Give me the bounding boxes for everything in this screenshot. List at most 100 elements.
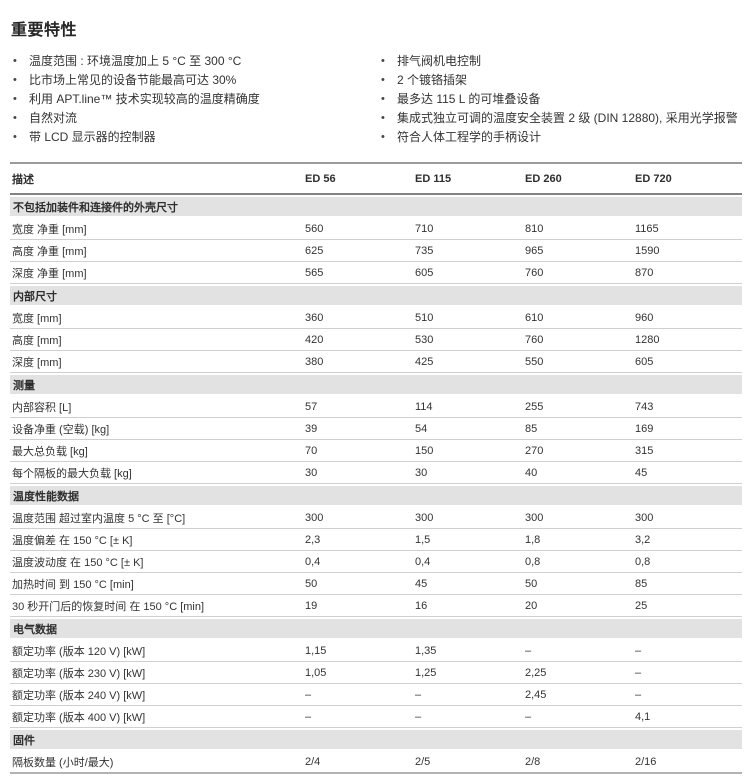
table-row: 设备净重 (空载) [kg] 39 54 85 169 [10, 418, 742, 440]
row-value: 45 [415, 577, 428, 590]
row-value: 1,8 [525, 533, 541, 546]
column-header-model: ED 260 [525, 172, 562, 185]
row-label: 温度范围 超过室内温度 5 °C 至 [°C] [12, 512, 186, 525]
row-value: 85 [635, 577, 648, 590]
feature-item: • 利用 APT.line™ 技术实现较高的温度精确度 [10, 90, 378, 109]
row-value: 425 [415, 355, 434, 368]
row-value: 360 [305, 311, 324, 324]
row-value: 85 [525, 422, 538, 435]
row-value: 1,5 [415, 533, 431, 546]
row-value: 1,35 [415, 644, 437, 657]
feature-item: • 带 LCD 显示器的控制器 [10, 128, 378, 147]
row-value: 315 [635, 444, 654, 457]
row-value: 0,4 [415, 555, 431, 568]
section-label: 固件 [13, 734, 35, 747]
feature-text: 比市场上常见的设备节能最高可达 30% [29, 73, 237, 87]
row-value: 625 [305, 244, 324, 257]
row-value: 960 [635, 311, 654, 324]
feature-text: 集成式独立可调的温度安全装置 2 级 (DIN 12880), 采用光学报警 [397, 111, 738, 125]
row-value: 300 [415, 511, 434, 524]
row-value: 270 [525, 444, 544, 457]
bullet-icon: • [381, 112, 385, 124]
bullet-icon: • [13, 93, 17, 105]
feature-text: 利用 APT.line™ 技术实现较高的温度精确度 [29, 92, 260, 106]
row-label: 30 秒开门后的恢复时间 在 150 °C [min] [12, 600, 205, 613]
row-value: 3,2 [635, 533, 651, 546]
feature-item: • 排气阀机电控制 [378, 52, 742, 71]
table-row: 额定功率 (版本 230 V) [kW] 1,05 1,25 2,25 – [10, 662, 742, 684]
row-label: 温度偏差 在 150 °C [± K] [12, 534, 133, 547]
bullet-icon: • [13, 112, 17, 124]
row-value: 605 [635, 355, 654, 368]
row-value: – [635, 666, 642, 679]
table-row: 额定功率 (版本 240 V) [kW] – – 2,45 – [10, 684, 742, 706]
feature-item: • 自然对流 [10, 109, 378, 128]
feature-item: • 最多达 115 L 的可堆叠设备 [378, 90, 742, 109]
row-label: 内部容积 [L] [12, 401, 72, 414]
table-row: 30 秒开门后的恢复时间 在 150 °C [min] 19 16 20 25 [10, 595, 742, 617]
row-value: 45 [635, 466, 648, 479]
feature-text: 排气阀机电控制 [397, 54, 482, 68]
section-row: 不包括加装件和连接件的外壳尺寸 [10, 197, 742, 216]
row-value: 300 [305, 511, 324, 524]
table-row: 温度波动度 在 150 °C [± K] 0,4 0,4 0,8 0,8 [10, 551, 742, 573]
bullet-icon: • [13, 131, 17, 143]
row-value: 70 [305, 444, 318, 457]
row-value: 610 [525, 311, 544, 324]
section-row: 内部尺寸 [10, 286, 742, 305]
row-value: 255 [525, 400, 544, 413]
row-label: 宽度 [mm] [12, 312, 62, 325]
row-value: 2/4 [305, 755, 321, 768]
row-value: 1165 [635, 222, 659, 235]
row-value: 150 [415, 444, 434, 457]
row-label: 宽度 净重 [mm] [12, 223, 87, 236]
row-value: 2/8 [525, 755, 541, 768]
row-value: 2,25 [525, 666, 547, 679]
row-label: 深度 [mm] [12, 356, 62, 369]
table-row: 高度 净重 [mm] 625 735 965 1590 [10, 240, 742, 262]
row-value: 2/5 [415, 755, 431, 768]
table-row: 最大总负载 [kg] 70 150 270 315 [10, 440, 742, 462]
column-header-model: ED 56 [305, 172, 336, 185]
column-header-model: ED 115 [415, 172, 452, 185]
row-label: 设备净重 (空载) [kg] [12, 423, 110, 436]
row-label: 高度 [mm] [12, 334, 62, 347]
row-value: 965 [525, 244, 544, 257]
table-row: 额定功率 (版本 120 V) [kW] 1,15 1,35 – – [10, 640, 742, 662]
features-right: • 排气阀机电控制 • 2 个镀铬插架 • 最多达 115 L 的可堆叠设备 • 集成式独立可… [378, 52, 742, 147]
row-value: 735 [415, 244, 434, 257]
section-label: 内部尺寸 [13, 290, 57, 303]
row-value: 16 [415, 599, 428, 612]
row-value: – [305, 688, 312, 701]
feature-item: • 集成式独立可调的温度安全装置 2 级 (DIN 12880), 采用光学报警 [378, 109, 742, 128]
row-value: – [415, 688, 422, 701]
page-title: 重要特性 [11, 22, 78, 39]
row-value: 300 [635, 511, 654, 524]
section-row: 电气数据 [10, 619, 742, 638]
table-header-row: 描述 ED 56 ED 115 ED 260 ED 720 [10, 164, 742, 195]
bullet-icon: • [381, 93, 385, 105]
row-value: 0,8 [525, 555, 541, 568]
row-value: 743 [635, 400, 654, 413]
table-row: 温度偏差 在 150 °C [± K] 2,3 1,5 1,8 3,2 [10, 529, 742, 551]
row-label: 高度 净重 [mm] [12, 245, 87, 258]
row-label: 深度 净重 [mm] [12, 267, 87, 280]
row-label: 加热时间 到 150 °C [min] [12, 578, 134, 591]
table-body: 不包括加装件和连接件的外壳尺寸 宽度 净重 [mm] 560 710 810 1165 高度… [10, 197, 742, 772]
row-label: 最大总负载 [kg] [12, 445, 88, 458]
row-value: – [305, 710, 312, 723]
section-label: 温度性能数据 [13, 490, 79, 503]
row-value: 1,25 [415, 666, 437, 679]
bullet-icon: • [13, 55, 17, 67]
row-value: 4,1 [635, 710, 651, 723]
table-row: 高度 [mm] 420 530 760 1280 [10, 329, 742, 351]
feature-text: 带 LCD 显示器的控制器 [29, 130, 156, 144]
row-value: 565 [305, 266, 324, 279]
feature-text: 符合人体工程学的手柄设计 [397, 130, 542, 144]
row-value: 510 [415, 311, 434, 324]
row-value: 30 [305, 466, 318, 479]
row-value: 300 [525, 511, 544, 524]
row-value: – [525, 710, 532, 723]
row-value: 380 [305, 355, 324, 368]
